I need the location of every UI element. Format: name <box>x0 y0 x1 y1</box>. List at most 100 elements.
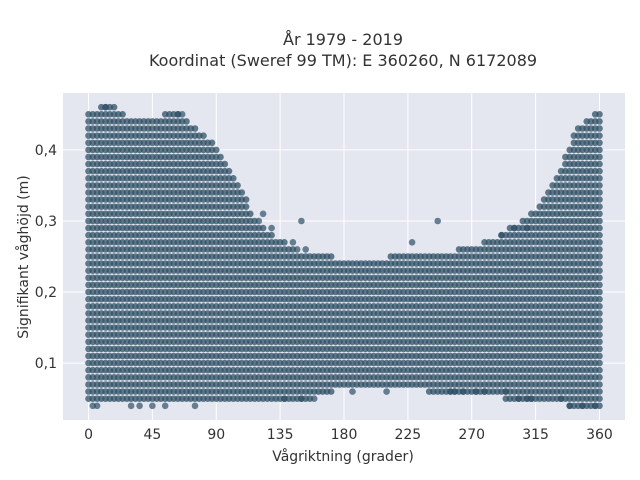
x-tick-label: 180 <box>331 427 358 443</box>
x-tick-label: 315 <box>522 427 549 443</box>
data-point <box>511 224 518 232</box>
data-point <box>596 352 603 360</box>
chart-title-line-2: Koordinat (Sweref 99 TM): E 360260, N 61… <box>149 51 537 70</box>
data-point <box>310 395 318 403</box>
data-point <box>596 246 603 253</box>
data-point <box>281 239 288 246</box>
x-tick-label: 360 <box>586 427 613 443</box>
data-point <box>596 153 603 161</box>
data-point <box>242 196 250 203</box>
data-point <box>213 146 220 154</box>
data-point <box>498 231 505 239</box>
data-point <box>259 210 267 218</box>
data-point <box>596 167 603 175</box>
x-tick-label: 90 <box>207 427 225 443</box>
data-point <box>383 388 390 395</box>
data-point <box>434 217 442 225</box>
data-point <box>208 139 216 147</box>
data-point <box>596 331 603 339</box>
data-point <box>127 402 135 410</box>
data-point <box>596 303 603 310</box>
data-point <box>289 239 297 246</box>
data-point <box>596 203 603 210</box>
data-point <box>596 267 603 275</box>
data-point <box>149 402 156 410</box>
x-tick-label: 225 <box>394 427 421 443</box>
data-point <box>472 388 480 395</box>
y-tick-label: 0,1 <box>35 356 57 372</box>
data-point <box>102 103 109 111</box>
data-point <box>502 388 510 395</box>
data-point <box>596 324 603 331</box>
data-point <box>238 189 246 196</box>
data-point <box>596 217 603 225</box>
data-point <box>596 366 603 374</box>
data-point <box>110 103 118 111</box>
data-point <box>247 210 254 218</box>
data-point <box>93 402 101 410</box>
data-point <box>281 395 288 403</box>
data-point <box>596 189 603 196</box>
data-point <box>596 125 603 132</box>
data-point <box>596 160 603 168</box>
y-tick-label: 0,4 <box>35 143 57 159</box>
data-point <box>596 345 603 353</box>
data-point <box>528 395 535 403</box>
data-point <box>259 224 267 232</box>
data-point <box>596 395 603 403</box>
data-point <box>523 224 531 232</box>
data-point <box>596 146 603 154</box>
data-point <box>579 402 586 410</box>
data-point <box>596 118 603 125</box>
data-point <box>596 381 603 388</box>
data-point <box>596 111 603 118</box>
data-point <box>596 224 603 232</box>
data-point <box>566 402 573 410</box>
x-tick-label: 45 <box>143 427 161 443</box>
data-point <box>327 388 335 395</box>
data-point <box>596 239 603 246</box>
data-point <box>481 388 488 395</box>
data-point <box>596 317 603 324</box>
chart-title-line-1: År 1979 - 2019 <box>283 30 403 49</box>
data-point <box>596 132 603 139</box>
data-point <box>596 274 603 282</box>
data-point <box>596 196 603 203</box>
y-tick-label: 0,3 <box>35 214 57 230</box>
data-point <box>183 118 190 125</box>
data-point <box>596 260 603 267</box>
data-point <box>451 388 459 395</box>
data-point <box>515 395 522 403</box>
data-point <box>596 338 603 346</box>
data-point <box>298 217 305 225</box>
data-point <box>119 111 126 118</box>
data-point <box>459 388 467 395</box>
data-point <box>178 111 186 118</box>
x-tick-label: 270 <box>458 427 485 443</box>
data-point <box>596 281 603 289</box>
x-tick-label: 0 <box>84 427 93 443</box>
data-point <box>408 239 416 246</box>
data-point <box>230 175 237 182</box>
data-point <box>349 388 356 395</box>
data-point <box>293 246 301 253</box>
data-point <box>242 203 250 210</box>
data-point <box>596 253 603 260</box>
data-point <box>191 125 199 132</box>
data-point <box>225 167 233 175</box>
data-point <box>596 139 603 147</box>
data-point <box>268 224 275 232</box>
y-axis-title: Signifikant våghöjd (m) <box>15 175 32 338</box>
data-point <box>596 374 603 381</box>
data-point <box>221 160 229 168</box>
data-point <box>591 402 599 410</box>
data-point <box>234 182 241 189</box>
data-point <box>596 231 603 239</box>
data-point <box>327 253 335 260</box>
data-point <box>596 210 603 218</box>
data-point <box>255 217 263 225</box>
data-point <box>596 288 603 296</box>
data-points <box>85 103 603 410</box>
data-point <box>161 402 169 410</box>
